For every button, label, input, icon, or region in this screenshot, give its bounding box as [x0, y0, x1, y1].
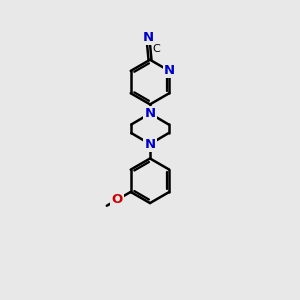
Text: N: N: [144, 107, 156, 120]
Text: N: N: [144, 138, 156, 151]
Text: N: N: [143, 31, 154, 44]
Text: O: O: [111, 194, 122, 206]
Text: C: C: [152, 44, 160, 54]
Text: N: N: [164, 64, 175, 77]
